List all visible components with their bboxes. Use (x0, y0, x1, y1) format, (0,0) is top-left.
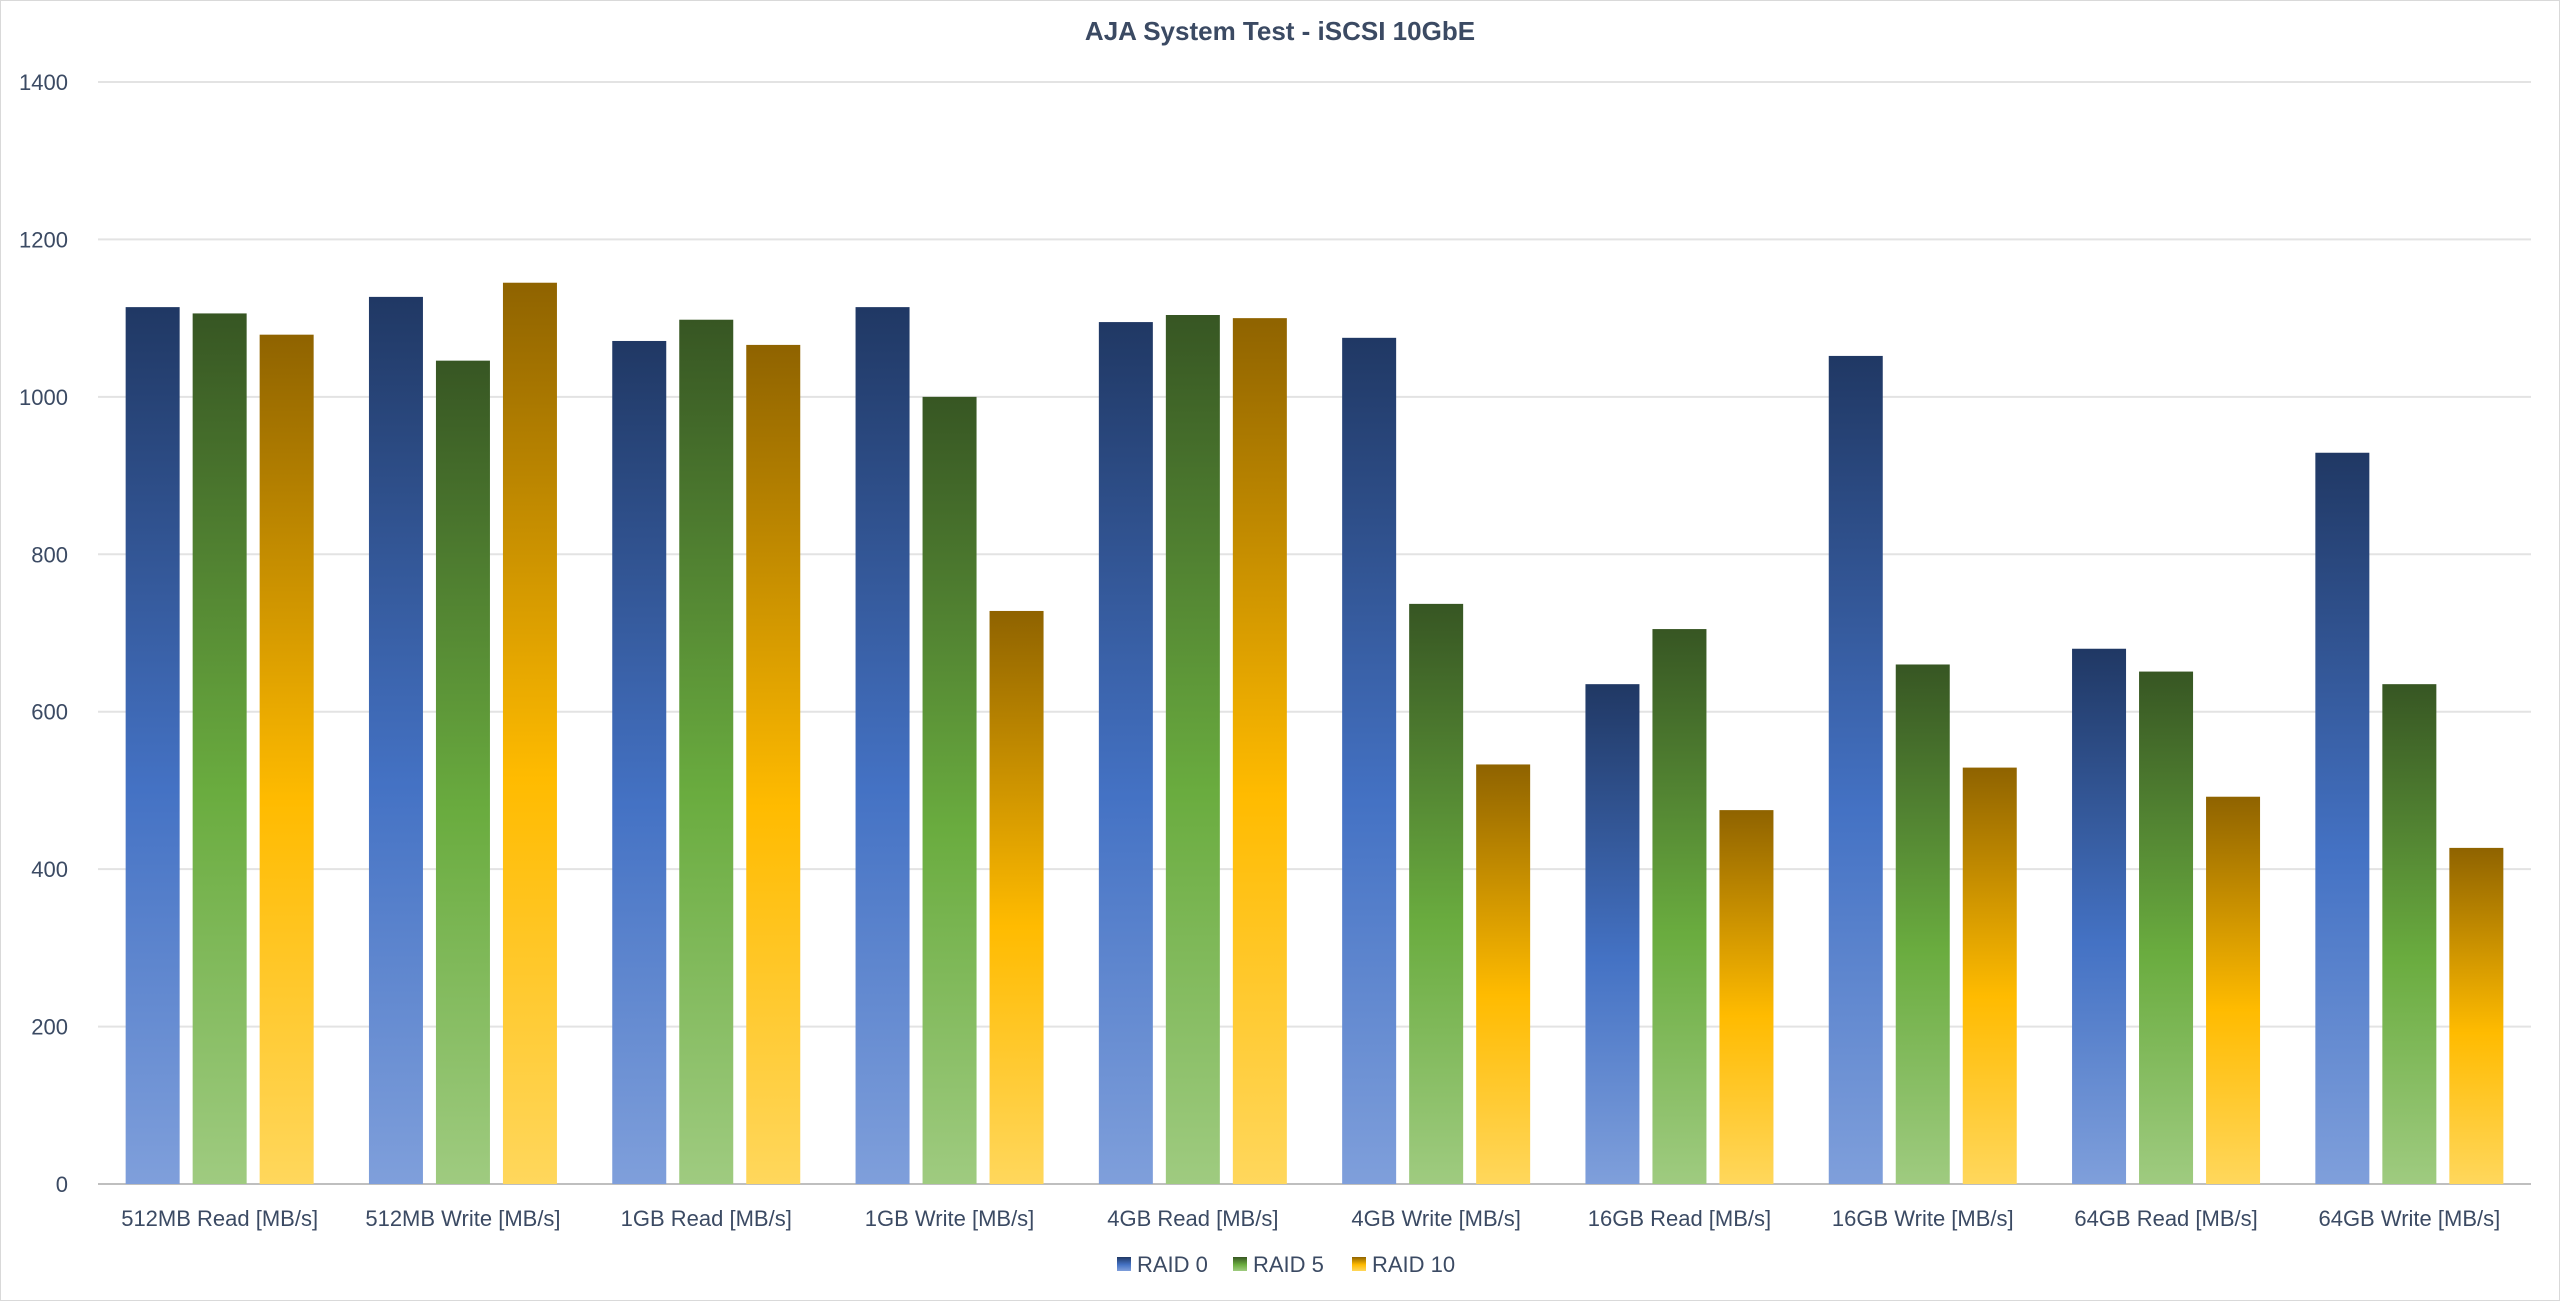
y-tick-label: 400 (31, 857, 68, 882)
y-tick-label: 200 (31, 1015, 68, 1040)
bar-raid-10 (259, 334, 314, 1184)
x-tick-label: 16GB Write [MB/s] (1832, 1206, 2014, 1231)
bar-raid-0 (855, 307, 910, 1184)
chart-title: AJA System Test - iSCSI 10GbE (1085, 16, 1475, 46)
x-tick-label: 4GB Write [MB/s] (1351, 1206, 1521, 1231)
legend-swatch (1233, 1257, 1247, 1271)
bar-raid-0 (125, 307, 180, 1184)
bar-raid-10 (1476, 764, 1531, 1184)
y-tick-label: 600 (31, 700, 68, 725)
bar-raid-10 (989, 610, 1044, 1184)
x-tick-label: 1GB Read [MB/s] (621, 1206, 792, 1231)
x-tick-label: 64GB Write [MB/s] (2318, 1206, 2500, 1231)
bar-raid-10 (2449, 847, 2504, 1184)
bar-raid-0 (612, 340, 667, 1185)
bar-raid-0 (2072, 648, 2127, 1184)
y-tick-label: 0 (56, 1172, 68, 1197)
bar-raid-10 (1719, 810, 1774, 1184)
bar-raid-5 (435, 360, 490, 1184)
y-tick-label: 1000 (19, 385, 68, 410)
legend-swatch (1117, 1257, 1131, 1271)
bar-raid-10 (746, 344, 801, 1184)
x-tick-label: 512MB Write [MB/s] (365, 1206, 560, 1231)
bar-raid-5 (2139, 671, 2194, 1184)
bar-raid-5 (1409, 603, 1464, 1184)
y-tick-label: 1200 (19, 227, 68, 252)
bar-raid-5 (679, 319, 734, 1184)
bar-raid-5 (1895, 664, 1950, 1184)
legend-label: RAID 5 (1253, 1252, 1324, 1277)
bar-raid-5 (1652, 629, 1707, 1184)
bar-raid-10 (1232, 318, 1287, 1185)
bar-raid-10 (502, 282, 557, 1184)
bar-raid-5 (192, 313, 247, 1184)
bar-raid-0 (368, 296, 423, 1184)
bar-raid-10 (2206, 796, 2261, 1184)
x-tick-label: 1GB Write [MB/s] (865, 1206, 1035, 1231)
y-tick-label: 1400 (19, 70, 68, 95)
bar-raid-0 (2315, 452, 2370, 1185)
legend-swatch (1352, 1257, 1366, 1271)
bar-raid-0 (1342, 337, 1397, 1185)
bar-raid-0 (1585, 684, 1640, 1184)
bar-raid-5 (922, 396, 977, 1184)
bar-raid-5 (1165, 314, 1220, 1185)
bar-raid-0 (1098, 322, 1153, 1184)
bar-raid-10 (1962, 767, 2017, 1184)
bar-raid-5 (2382, 684, 2437, 1184)
x-tick-label: 4GB Read [MB/s] (1107, 1206, 1278, 1231)
bar-raid-0 (1828, 355, 1883, 1184)
y-tick-label: 800 (31, 542, 68, 567)
legend-label: RAID 0 (1137, 1252, 1208, 1277)
legend-label: RAID 10 (1372, 1252, 1455, 1277)
x-tick-label: 512MB Read [MB/s] (121, 1206, 318, 1231)
x-tick-label: 64GB Read [MB/s] (2074, 1206, 2257, 1231)
x-tick-label: 16GB Read [MB/s] (1588, 1206, 1771, 1231)
